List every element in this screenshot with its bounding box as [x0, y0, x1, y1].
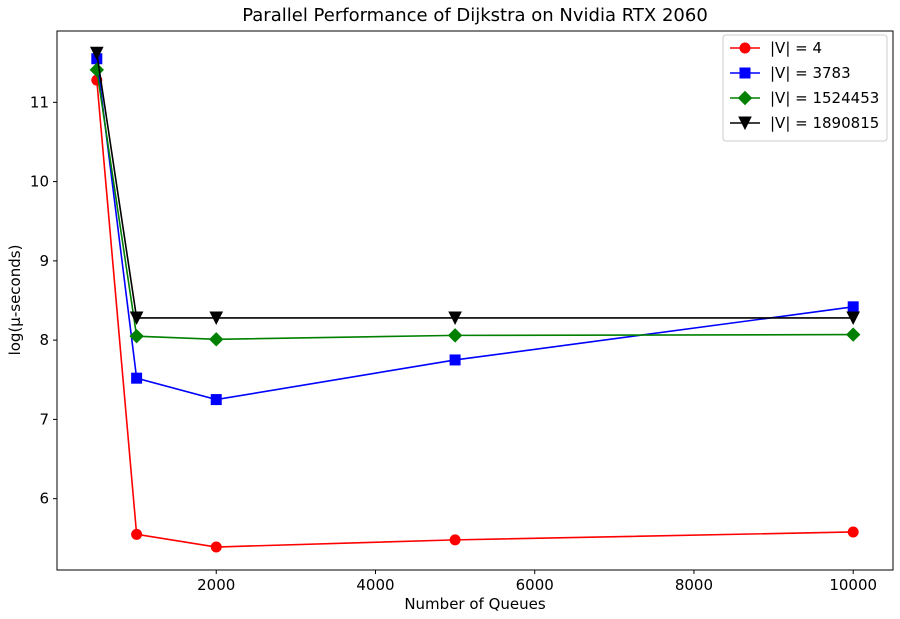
y-tick-label: 6 — [39, 490, 49, 508]
legend-label: |V| = 4 — [770, 39, 822, 57]
legend-label: |V| = 1890815 — [770, 114, 879, 132]
x-axis-label: Number of Queues — [404, 595, 546, 613]
series-layer — [89, 46, 861, 553]
series-3 — [90, 46, 860, 326]
data-point — [449, 534, 461, 546]
legend-item: |V| = 1890815 — [730, 114, 879, 132]
legend-marker — [739, 42, 751, 54]
plot-frame — [56, 30, 894, 571]
data-point — [210, 541, 222, 553]
legend-marker — [739, 67, 751, 79]
legend-item: |V| = 1524453 — [730, 89, 879, 107]
x-tick-label: 4000 — [356, 576, 394, 594]
y-tick-label: 7 — [39, 410, 49, 428]
data-point — [447, 328, 463, 343]
data-point — [89, 62, 105, 78]
legend-label: |V| = 3783 — [770, 64, 851, 82]
y-tick-label: 10 — [30, 173, 49, 191]
data-point — [90, 46, 104, 61]
x-tick-label: 6000 — [516, 576, 554, 594]
y-tick-label: 9 — [39, 252, 49, 270]
legend: |V| = 4 |V| = 3783 |V| = 1524453 |V| = 1890… — [722, 34, 888, 142]
data-point — [209, 311, 224, 326]
y-tick-label: 11 — [30, 93, 49, 111]
plot-area — [56, 30, 894, 571]
data-point — [845, 327, 861, 342]
legend-box — [722, 34, 888, 142]
data-point — [847, 301, 859, 313]
series-2 — [89, 62, 861, 347]
legend-marker — [737, 90, 753, 106]
series-line — [96, 80, 854, 548]
legend-item: |V| = 4 — [730, 39, 822, 57]
data-point — [209, 332, 224, 347]
data-point — [129, 328, 144, 344]
legend-label: |V| = 1524453 — [770, 89, 879, 107]
legend-marker — [738, 116, 752, 131]
x-axis: 2000 4000 6000 8000 10000 — [197, 570, 877, 594]
x-tick-label: 2000 — [197, 576, 235, 594]
data-point — [129, 311, 144, 326]
chart-title: Parallel Performance of Dijkstra on Nvid… — [242, 5, 708, 26]
y-tick-label: 8 — [39, 331, 49, 349]
data-point — [210, 394, 222, 406]
x-tick-label: 10000 — [829, 576, 877, 594]
y-axis: 6 7 8 9 10 11 — [30, 93, 57, 508]
series-0 — [91, 74, 859, 553]
legend-item: |V| = 3783 — [730, 64, 851, 82]
data-point — [131, 372, 143, 384]
data-point — [131, 528, 143, 540]
data-point — [846, 311, 860, 326]
data-point — [449, 354, 461, 366]
y-axis-label: log(μ-seconds) — [6, 245, 24, 356]
data-point — [847, 526, 859, 538]
x-tick-label: 8000 — [675, 576, 713, 594]
data-point — [448, 311, 462, 326]
